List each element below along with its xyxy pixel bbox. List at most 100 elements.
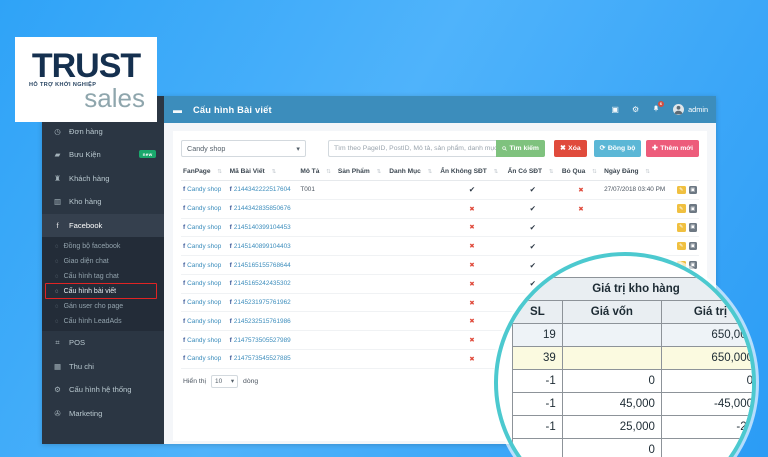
cell-hide-no-phone: ✖ [438, 199, 506, 219]
sidebar-item-label: Cấu hình hệ thống [69, 385, 132, 395]
col-product[interactable]: Sản Phẩm ⇅ [335, 164, 388, 181]
post-id-link[interactable]: 2145231975761962 [233, 299, 291, 307]
sidebar-subitem-chat-tag-config[interactable]: ◌ Cấu hình tag chat [42, 269, 164, 284]
cell-product [335, 236, 388, 257]
post-id-link[interactable]: 2144342835850676 [233, 205, 291, 213]
post-id-link[interactable]: 2147573545527885 [233, 355, 291, 363]
bell-icon[interactable]: 6 [652, 100, 665, 115]
col-label: Danh Mục [389, 168, 421, 175]
edit-icon[interactable]: ✎ [677, 223, 686, 232]
fanpage-link[interactable]: Candy shop [187, 355, 222, 363]
search-input[interactable]: Tìm theo PageID, PostID, Mô tả, sản phẩm… [328, 139, 496, 157]
cell-description [298, 349, 336, 369]
sidebar-item-facebook[interactable]: f Facebook [42, 213, 164, 237]
sidebar-subitem-post-config[interactable]: ◌ Cấu hình bài viết [42, 282, 164, 299]
add-new-button[interactable]: ✚ Thêm mới [646, 139, 699, 157]
edit-icon[interactable]: ✎ [677, 185, 686, 195]
edit-icon[interactable]: ✎ [677, 241, 686, 251]
fanpage-link[interactable]: Candy shop [187, 205, 222, 213]
search-button[interactable]: Tìm kiếm [496, 139, 545, 157]
col-category[interactable]: Danh Mục ⇅ [387, 164, 439, 181]
delete-button[interactable]: ✖ Xóa [553, 139, 587, 157]
sidebar-item-orders[interactable]: ◷ Đơn hàng [42, 120, 164, 144]
sidebar-item-customers[interactable]: ♜ Khách hàng [42, 167, 164, 191]
sidebar-subitem-sync-facebook[interactable]: ◌ Đồng bộ facebook [42, 239, 164, 254]
hamburger-icon[interactable]: ▬ [173, 104, 182, 115]
cell-post-id: f 2147573545527885 [227, 349, 299, 369]
col-label: Bỏ Qua [561, 168, 586, 175]
facebook-icon: f [229, 317, 232, 325]
inventory-row: 0 [512, 438, 752, 457]
shop-select[interactable]: Candy shop ▾ [181, 139, 306, 157]
cross-icon: ✖ [469, 337, 475, 345]
fanpage-link[interactable]: Candy shop [187, 242, 222, 250]
col-hide-no-phone[interactable]: Ẩn Không SĐT ⇅ [438, 164, 506, 181]
cell-post-id: f 2145140399104453 [227, 218, 299, 238]
sidebar-subitem-chat-interface[interactable]: ◌ Giao diện chat [42, 254, 164, 269]
chevron-down-icon: ▾ [230, 378, 235, 386]
cell-description [298, 293, 336, 313]
cell-hide-no-phone: ✖ [438, 311, 506, 332]
col-fanpage[interactable]: FanPage ⇅ [181, 164, 228, 181]
circle-icon: ◌ [55, 243, 59, 250]
sidebar-item-pos[interactable]: ⌗ POS [42, 331, 164, 355]
cell-post-id: f 2145231975761962 [227, 293, 299, 313]
view-icon[interactable]: ▣ [688, 241, 697, 251]
post-id-link[interactable]: 2145165155768644 [233, 261, 291, 269]
post-id-link[interactable]: 2145165242435302 [233, 280, 291, 288]
post-id-link[interactable]: 2145140899104403 [233, 242, 291, 250]
cell-hide-no-phone: ✖ [438, 349, 506, 369]
col-skip[interactable]: Bỏ Qua ⇅ [559, 164, 603, 181]
fanpage-link[interactable]: Candy shop [187, 280, 222, 288]
sync-button[interactable]: ⟳ Đồng bộ [593, 139, 642, 157]
facebook-icon: f [229, 261, 232, 269]
post-id-link[interactable]: 2145140399104453 [233, 223, 291, 231]
table-header: FanPage ⇅ Mã Bài Viết ⇅ Mô Tả ⇅ Sản Ph [181, 164, 699, 181]
sort-icon: ⇅ [592, 169, 597, 175]
fanpage-link[interactable]: Candy shop [187, 223, 222, 231]
sidebar-item-finance[interactable]: ▦ Thu chi [42, 355, 164, 379]
gear-icon[interactable]: ⚙ [631, 105, 640, 114]
cell-value [660, 438, 752, 457]
edit-icon[interactable]: ✎ [677, 204, 686, 213]
screen-icon[interactable]: ▣ [611, 105, 619, 114]
col-description[interactable]: Mô Tả ⇅ [298, 164, 336, 181]
col-hide-with-phone[interactable]: Ẩn Có SĐT ⇅ [505, 164, 560, 181]
post-id-link[interactable]: 2147573505527989 [233, 336, 291, 344]
col-post-date[interactable]: Ngày Đăng ⇅ [602, 164, 673, 181]
fanpage-link[interactable]: Candy shop [187, 261, 222, 269]
table-row[interactable]: f Candy shop f 2145140399104453 ✖ ✔ ✎ ▣ [181, 218, 699, 238]
cell-post-id: f 2145165155768644 [227, 255, 299, 275]
fanpage-link[interactable]: Candy shop [187, 299, 222, 307]
sidebar-item-warehouse[interactable]: ▥ Kho hàng [42, 190, 164, 214]
view-icon[interactable]: ▣ [688, 223, 697, 232]
post-id-link[interactable]: 2145232515761986 [233, 317, 291, 325]
user-menu[interactable]: admin [673, 104, 708, 115]
sidebar-item-marketing[interactable]: ✇ Marketing [42, 402, 164, 426]
cell-post-id: f 2147573505527989 [227, 330, 299, 351]
sidebar-subitem-leadads-config[interactable]: ◌ Cấu hình LeadAds [42, 314, 164, 329]
sidebar-subitem-assign-user-page[interactable]: ◌ Gán user cho page [42, 299, 164, 314]
col-post-id[interactable]: Mã Bài Viết ⇅ [227, 164, 299, 181]
sort-icon: ⇅ [645, 169, 650, 175]
fanpage-link[interactable]: Candy shop [187, 317, 222, 325]
view-icon[interactable]: ▣ [688, 260, 697, 270]
fanpage-link[interactable]: Candy shop [187, 186, 222, 194]
fanpage-link[interactable]: Candy shop [187, 336, 222, 344]
chevron-down-icon: ▾ [296, 143, 300, 153]
cell-hide-no-phone: ✖ [438, 330, 506, 351]
table-row[interactable]: f Candy shop f 2145140899104403 ✖ ✔ ✎ ▣ [181, 236, 699, 257]
trustsales-logo-card: TRUST HỖ TRỢ KHỞI NGHIỆP sales [15, 37, 157, 122]
table-row[interactable]: f Candy shop f 2144342835850676 ✖ ✔ ✖ ✎ ▣ [181, 199, 699, 219]
cell-description [298, 236, 336, 257]
sidebar-item-system-config[interactable]: ⚙ Cấu hình hệ thống [42, 378, 164, 402]
table-row[interactable]: f Candy shop f 2144342222517604 T001 ✔ ✔ ✖… [181, 180, 699, 200]
view-icon[interactable]: ▣ [688, 185, 697, 195]
cell-quantity: -1 [512, 415, 563, 439]
view-icon[interactable]: ▣ [688, 204, 697, 213]
rows-per-page-select[interactable]: 10 ▾ [211, 374, 239, 388]
post-id-link[interactable]: 2144342222517604 [233, 186, 291, 194]
sidebar-item-parcel[interactable]: ▰ Bưu Kiện new [42, 143, 164, 167]
col-label: Sản Phẩm [337, 168, 370, 175]
sidebar-item-label: Facebook [69, 220, 103, 230]
